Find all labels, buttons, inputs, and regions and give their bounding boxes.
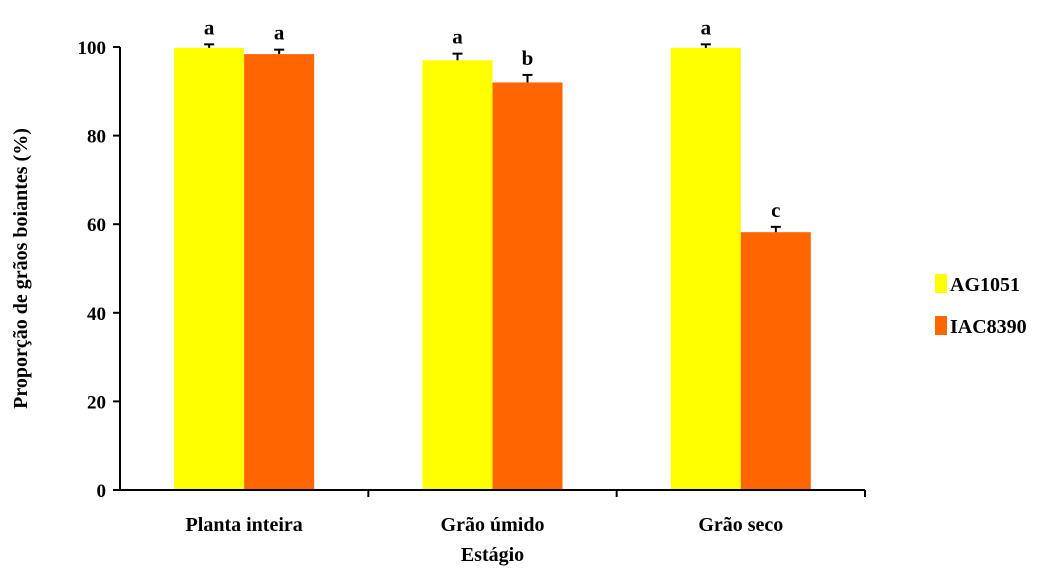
- x-category-label: Planta inteira: [186, 514, 303, 536]
- legend-label: AG1051: [950, 274, 1020, 296]
- error-bars-layer: [204, 43, 781, 233]
- legend: AG1051 IAC8390: [935, 274, 1027, 338]
- x-category-label: Grão úmido: [441, 514, 545, 536]
- y-tick-label-0: 0: [97, 481, 107, 502]
- significance-letter: a: [701, 15, 712, 39]
- y-axis-title: Proporção de grãos boiantes (%): [10, 128, 32, 409]
- bars-layer: [174, 47, 811, 491]
- legend-label: IAC8390: [950, 316, 1027, 338]
- significance-letter: a: [452, 25, 463, 49]
- bar: [492, 82, 563, 490]
- x-axis-title: Estágio: [461, 544, 524, 566]
- significance-letter: b: [522, 46, 534, 70]
- x-ticks-layer: Planta inteira Grão úmido Grão seco: [186, 490, 866, 536]
- y-tick-label-100: 100: [78, 38, 107, 59]
- y-tick-label-60: 60: [87, 215, 106, 236]
- bar: [670, 47, 741, 491]
- y-tick-label-80: 80: [87, 127, 106, 148]
- y-tick-label-20: 20: [87, 392, 106, 413]
- x-category-label: Grão seco: [698, 514, 783, 536]
- significance-letters-layer: a a a a b c: [204, 15, 781, 222]
- y-tick-label-40: 40: [87, 304, 106, 325]
- bar: [174, 47, 245, 491]
- bar: [422, 60, 493, 490]
- significance-letter: a: [274, 21, 285, 45]
- y-ticks-layer: 0 20 40 60 80 100: [78, 38, 120, 502]
- bar: [244, 54, 315, 490]
- legend-swatch: [935, 316, 947, 335]
- legend-swatch: [935, 274, 947, 293]
- significance-letter: c: [771, 198, 780, 222]
- bar: [740, 232, 811, 490]
- significance-letter: a: [204, 15, 215, 39]
